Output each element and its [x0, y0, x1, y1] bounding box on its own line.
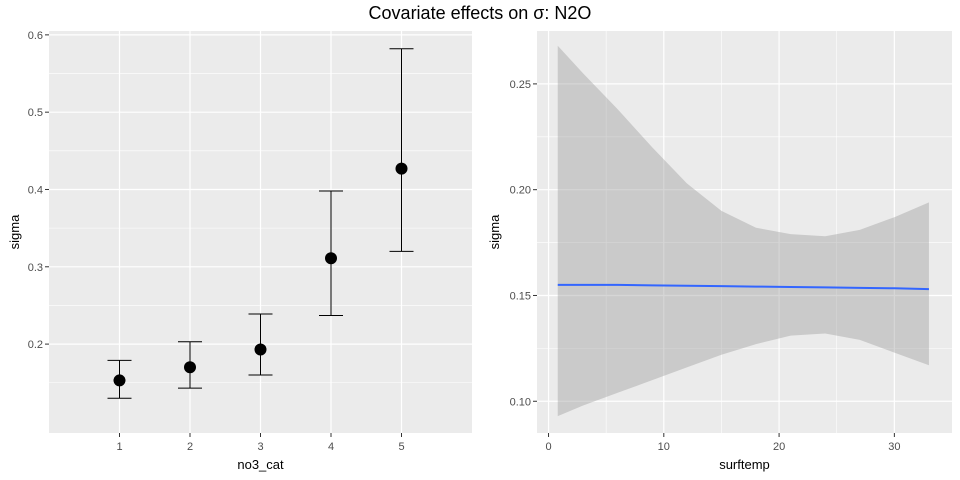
panel-1-x-tick-label: 4	[328, 441, 334, 453]
panel-1-y-axis-title: sigma	[7, 214, 22, 249]
panel-2-confidence-ribbon	[557, 45, 929, 417]
panel-1-y-tick-label: 0.5	[28, 107, 43, 119]
panel-2-x-tick-label: 20	[773, 441, 785, 453]
panel-1-y-tick-label: 0.3	[28, 262, 43, 274]
panel-1-x-axis-title: no3_cat	[237, 457, 284, 472]
panel-1-point	[184, 361, 196, 374]
panel-2-y-tick-label: 0.10	[510, 396, 531, 408]
panel-1-x-tick-label: 3	[257, 441, 263, 453]
panel-1-y-tick-label: 0.2	[28, 339, 43, 351]
figure-title: Covariate effects on σ: N2O	[368, 3, 592, 23]
panel-2-y-tick-label: 0.25	[510, 79, 531, 91]
panel-1-x-tick-label: 5	[398, 441, 404, 453]
panel-2-x-axis-title: surftemp	[719, 457, 770, 472]
panel-1-point	[113, 374, 126, 387]
panel-2-y-tick-label: 0.20	[510, 185, 531, 197]
panel-1-point	[395, 162, 408, 175]
panel-2-fitted-line	[557, 283, 929, 291]
panel-1-point	[325, 252, 337, 265]
panel-1-x-tick-label: 2	[187, 441, 193, 453]
panel-2-y-axis-title: sigma	[487, 214, 502, 249]
panel-2-x-tick-label: 0	[545, 441, 551, 453]
panel-1-y-tick-label: 0.6	[28, 30, 43, 42]
panel-1-y-tick-label: 0.4	[28, 184, 43, 196]
panel-1-x-tick-label: 1	[116, 441, 122, 453]
panel-2-x-tick-label: 10	[658, 441, 670, 453]
panel-2-y-tick-label: 0.15	[510, 290, 531, 302]
panel-1-point	[254, 343, 267, 356]
panel-2-x-tick-label: 30	[888, 441, 900, 453]
